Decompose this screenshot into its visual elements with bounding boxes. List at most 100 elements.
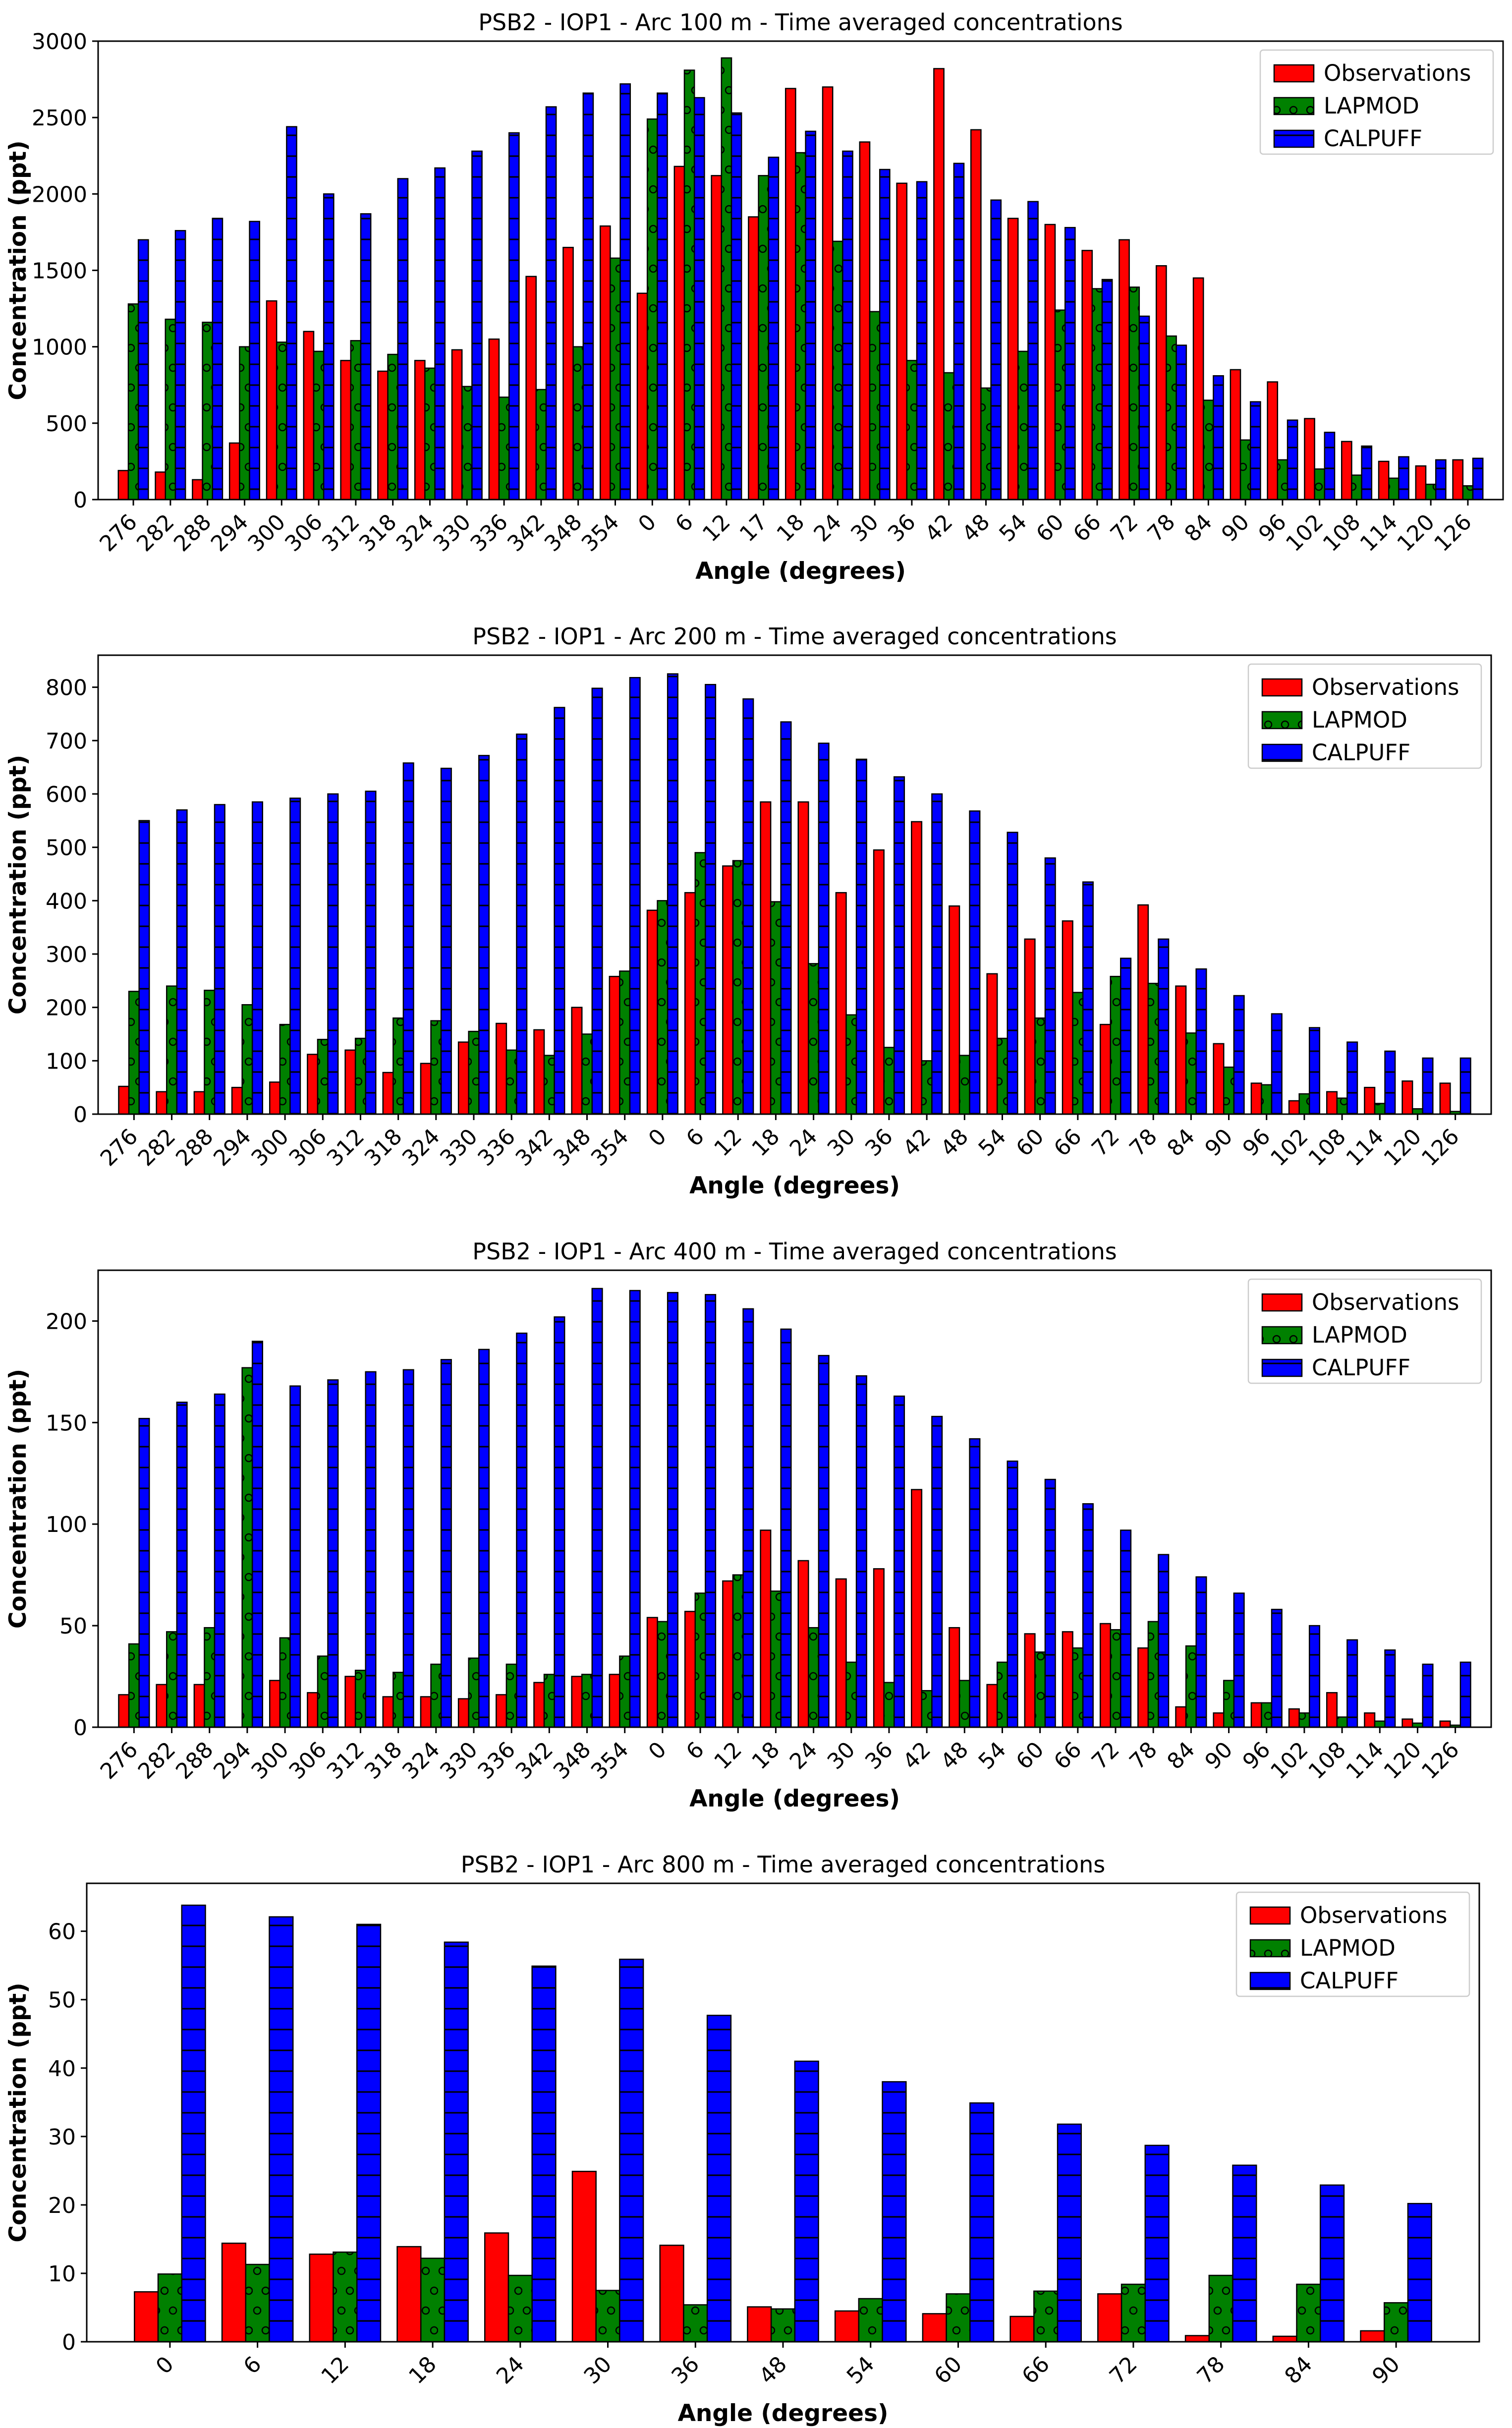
bar-observations[interactable]: [636, 292, 648, 501]
bar-observations[interactable]: [1024, 1633, 1036, 1728]
bar-observations[interactable]: [344, 1676, 356, 1728]
bar-observations[interactable]: [134, 2291, 159, 2343]
bar-observations[interactable]: [117, 470, 129, 501]
bar-observations[interactable]: [646, 909, 658, 1115]
bar-observations[interactable]: [533, 1029, 545, 1115]
bar-observations[interactable]: [1097, 2293, 1122, 2343]
bar-observations[interactable]: [1267, 381, 1279, 501]
bar-observations[interactable]: [307, 1054, 319, 1115]
bar-observations[interactable]: [1175, 1706, 1187, 1728]
bar-observations[interactable]: [1175, 985, 1187, 1115]
bar-observations[interactable]: [1288, 1708, 1300, 1728]
bar-observations[interactable]: [496, 1694, 507, 1728]
bar-observations[interactable]: [571, 1676, 583, 1728]
bar-observations[interactable]: [192, 479, 203, 501]
bar-observations[interactable]: [722, 865, 734, 1115]
bar-observations[interactable]: [488, 339, 500, 501]
bar-observations[interactable]: [747, 2306, 772, 2343]
bar-observations[interactable]: [646, 1617, 658, 1728]
bar-observations[interactable]: [382, 1072, 394, 1115]
bar-observations[interactable]: [1439, 1720, 1451, 1728]
bar-observations[interactable]: [571, 2170, 597, 2343]
bar-observations[interactable]: [760, 801, 772, 1115]
bar-observations[interactable]: [303, 331, 315, 501]
bar-observations[interactable]: [1360, 2330, 1385, 2343]
bar-observations[interactable]: [382, 1696, 394, 1728]
bar-observations[interactable]: [1452, 459, 1464, 501]
bar-observations[interactable]: [835, 892, 847, 1115]
bar-observations[interactable]: [1137, 1647, 1149, 1728]
bar-observations[interactable]: [797, 801, 809, 1115]
bar-observations[interactable]: [118, 1694, 130, 1728]
bar-observations[interactable]: [659, 2245, 684, 2343]
bar-observations[interactable]: [266, 300, 278, 501]
bar-observations[interactable]: [933, 68, 945, 501]
bar-observations[interactable]: [457, 1698, 469, 1728]
bar-observations[interactable]: [1401, 1080, 1413, 1115]
bar-observations[interactable]: [784, 88, 796, 501]
bar-observations[interactable]: [269, 1680, 281, 1728]
bar-observations[interactable]: [1192, 277, 1204, 501]
bar-observations[interactable]: [711, 175, 723, 501]
bar-observations[interactable]: [571, 1007, 583, 1115]
bar-observations[interactable]: [1213, 1043, 1225, 1115]
bar-observations[interactable]: [873, 849, 885, 1115]
bar-observations[interactable]: [970, 129, 982, 501]
bar-observations[interactable]: [986, 1684, 998, 1728]
bar-observations[interactable]: [221, 2242, 247, 2343]
bar-observations[interactable]: [1137, 904, 1149, 1115]
bar-observations[interactable]: [873, 1568, 885, 1728]
bar-observations[interactable]: [1250, 1702, 1262, 1728]
bar-observations[interactable]: [396, 2246, 422, 2343]
bar-observations[interactable]: [834, 2310, 860, 2343]
bar-observations[interactable]: [193, 1684, 205, 1728]
bar-observations[interactable]: [1184, 2335, 1210, 2343]
bar-observations[interactable]: [722, 1580, 734, 1728]
bar-observations[interactable]: [986, 973, 998, 1115]
bar-observations[interactable]: [377, 370, 389, 501]
bar-observations[interactable]: [307, 1692, 319, 1728]
bar-observations[interactable]: [533, 1682, 545, 1728]
bar-observations[interactable]: [859, 141, 871, 501]
bar-observations[interactable]: [1024, 938, 1036, 1115]
bar-observations[interactable]: [760, 1529, 772, 1728]
bar-observations[interactable]: [155, 471, 167, 501]
bar-observations[interactable]: [269, 1081, 281, 1115]
bar-observations[interactable]: [1439, 1082, 1451, 1115]
bar-observations[interactable]: [609, 1674, 620, 1728]
bar-observations[interactable]: [1099, 1023, 1111, 1115]
bar-observations[interactable]: [1062, 1631, 1073, 1728]
bar-observations[interactable]: [1326, 1692, 1338, 1728]
bar-observations[interactable]: [231, 1086, 243, 1115]
bar-observations[interactable]: [949, 905, 960, 1115]
bar-observations[interactable]: [835, 1578, 847, 1728]
bar-observations[interactable]: [1062, 920, 1073, 1115]
bar-observations[interactable]: [340, 360, 352, 501]
bar-observations[interactable]: [451, 349, 463, 501]
bar-observations[interactable]: [1364, 1712, 1376, 1728]
bar-observations[interactable]: [1364, 1086, 1376, 1115]
bar-observations[interactable]: [1081, 250, 1093, 501]
bar-observations[interactable]: [1009, 2315, 1035, 2343]
bar-observations[interactable]: [1304, 418, 1315, 501]
bar-observations[interactable]: [1250, 1082, 1262, 1115]
bar-observations[interactable]: [1230, 369, 1241, 501]
bar-observations[interactable]: [1326, 1091, 1338, 1115]
bar-observations[interactable]: [922, 2313, 947, 2343]
bar-observations[interactable]: [1401, 1718, 1413, 1728]
bar-observations[interactable]: [457, 1041, 469, 1115]
bar-observations[interactable]: [599, 225, 611, 501]
bar-observations[interactable]: [228, 442, 240, 501]
bar-observations[interactable]: [309, 2254, 334, 2343]
bar-observations[interactable]: [1099, 1623, 1111, 1728]
bar-observations[interactable]: [1378, 460, 1390, 501]
bar-observations[interactable]: [414, 360, 426, 501]
bar-observations[interactable]: [562, 247, 574, 501]
bar-observations[interactable]: [1341, 441, 1352, 501]
bar-observations[interactable]: [118, 1085, 130, 1115]
bar-observations[interactable]: [1415, 465, 1427, 501]
bar-observations[interactable]: [496, 1022, 507, 1115]
bar-observations[interactable]: [420, 1696, 432, 1728]
bar-observations[interactable]: [949, 1627, 960, 1728]
bar-observations[interactable]: [673, 166, 685, 501]
